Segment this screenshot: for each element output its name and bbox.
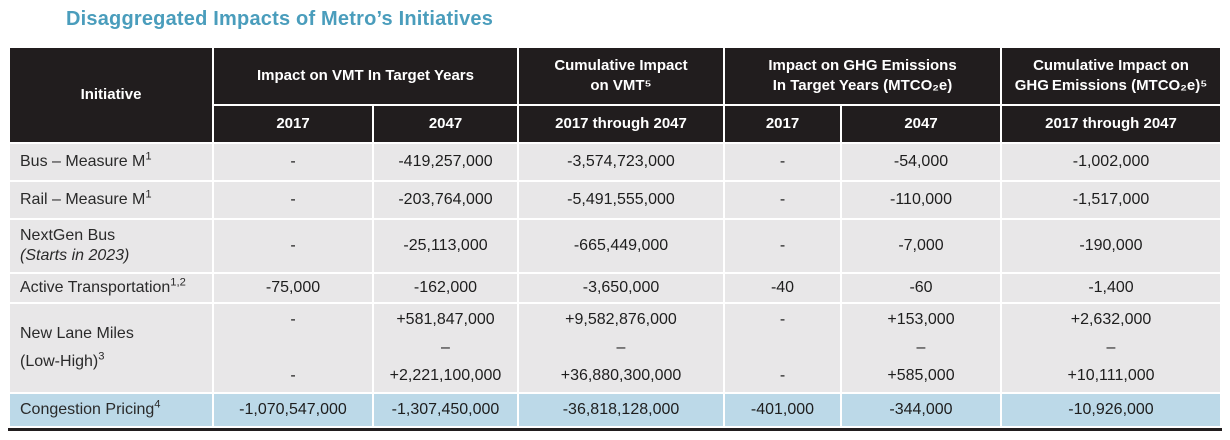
value-cell: -1,400 bbox=[1002, 274, 1220, 302]
column-group-header: Initiative bbox=[10, 48, 212, 142]
initiative-name: Congestion Pricing bbox=[20, 401, 155, 418]
initiative-label: Bus – Measure M1 bbox=[10, 144, 212, 180]
value-cell: -1,070,547,000 bbox=[214, 394, 372, 426]
value-cell: - bbox=[725, 144, 840, 180]
year-header: 2047 bbox=[842, 106, 1000, 142]
year-header: 2017 bbox=[214, 106, 372, 142]
initiative-subtitle: (Starts in 2023) bbox=[20, 247, 130, 264]
year-header: 2017 through 2047 bbox=[1002, 106, 1220, 142]
value-cell: -36,818,128,000 bbox=[519, 394, 723, 426]
value-cell: - - bbox=[214, 304, 372, 392]
value-cell: +9,582,876,000 – +36,880,300,000 bbox=[519, 304, 723, 392]
footnote-marker: 1 bbox=[145, 150, 152, 163]
column-group-header: Cumulative Impact on GHG Emissions (MTCO… bbox=[1002, 48, 1220, 104]
footnote-marker: 4 bbox=[154, 398, 161, 411]
value-cell: - bbox=[214, 144, 372, 180]
table-row: Bus – Measure M1- -419,257,000 -3,574,723,… bbox=[10, 144, 1220, 180]
value-cell: - - bbox=[725, 304, 840, 392]
initiative-name: Active Transportation bbox=[20, 279, 171, 296]
value-cell: -419,257,000 bbox=[374, 144, 517, 180]
table-row: Congestion Pricing4 -1,070,547,000 -1,307,… bbox=[10, 394, 1220, 426]
footnote-marker: 3 bbox=[98, 350, 105, 363]
value-cell: - bbox=[725, 220, 840, 272]
initiative-label: Rail – Measure M1 bbox=[10, 182, 212, 218]
table-row: Rail – Measure M1- -203,764,000 -5,491,555… bbox=[10, 182, 1220, 218]
footnote-marker: 1 bbox=[145, 188, 152, 201]
value-cell: -54,000 bbox=[842, 144, 1000, 180]
value-cell: - bbox=[725, 182, 840, 218]
value-cell: -75,000 bbox=[214, 274, 372, 302]
table-header: Initiative Impact on VMT In Target Years C… bbox=[10, 48, 1220, 142]
value-cell: -3,650,000 bbox=[519, 274, 723, 302]
year-header: 2017 through 2047 bbox=[519, 106, 723, 142]
footnote-marker: 1,2 bbox=[170, 276, 186, 289]
value-cell: -3,574,723,000 bbox=[519, 144, 723, 180]
table-row: New Lane Miles (Low-High)3- - +581,847,000… bbox=[10, 304, 1220, 392]
value-cell: -203,764,000 bbox=[374, 182, 517, 218]
page-title: Disaggregated Impacts of Metro’s Initiat… bbox=[66, 8, 494, 30]
column-group-header: Impact on GHG Emissions In Target Years … bbox=[725, 48, 1000, 104]
column-group-header: Cumulative Impact on VMT⁵ bbox=[519, 48, 723, 104]
value-cell: -401,000 bbox=[725, 394, 840, 426]
initiative-name: Rail – Measure M bbox=[20, 191, 146, 208]
value-cell: +581,847,000 – +2,221,100,000 bbox=[374, 304, 517, 392]
value-cell: +2,632,000 – +10,111,000 bbox=[1002, 304, 1220, 392]
value-cell: -7,000 bbox=[842, 220, 1000, 272]
initiative-name: New Lane Miles bbox=[20, 325, 134, 342]
value-cell: -25,113,000 bbox=[374, 220, 517, 272]
initiative-name: Bus – Measure M bbox=[20, 153, 146, 170]
value-cell: -344,000 bbox=[842, 394, 1000, 426]
value-cell: -1,307,450,000 bbox=[374, 394, 517, 426]
year-header: 2047 bbox=[374, 106, 517, 142]
value-cell: -162,000 bbox=[374, 274, 517, 302]
value-cell: -10,926,000 bbox=[1002, 394, 1220, 426]
initiative-label: Congestion Pricing4 bbox=[10, 394, 212, 426]
value-cell: -110,000 bbox=[842, 182, 1000, 218]
value-cell: -1,002,000 bbox=[1002, 144, 1220, 180]
value-cell: - bbox=[214, 220, 372, 272]
year-header: 2017 bbox=[725, 106, 840, 142]
value-cell: -1,517,000 bbox=[1002, 182, 1220, 218]
impacts-table: Initiative Impact on VMT In Target Years C… bbox=[8, 46, 1222, 431]
column-group-header: Impact on VMT In Target Years bbox=[214, 48, 517, 104]
initiative-label: Active Transportation1,2 bbox=[10, 274, 212, 302]
value-cell: - bbox=[214, 182, 372, 218]
value-cell: -5,491,555,000 bbox=[519, 182, 723, 218]
initiative-label: New Lane Miles (Low-High)3 bbox=[10, 304, 212, 392]
table-row: NextGen Bus (Starts in 2023) - -25,113,000-… bbox=[10, 220, 1220, 272]
table-body: Bus – Measure M1- -419,257,000 -3,574,723,… bbox=[10, 144, 1220, 426]
table-row: Active Transportation1,2 -75,000 -162,000-… bbox=[10, 274, 1220, 302]
value-cell: -60 bbox=[842, 274, 1000, 302]
value-cell: -665,449,000 bbox=[519, 220, 723, 272]
initiative-subtitle: (Low-High) bbox=[20, 353, 99, 370]
initiative-name: NextGen Bus bbox=[20, 227, 116, 244]
initiative-label: NextGen Bus (Starts in 2023) bbox=[10, 220, 212, 272]
value-cell: -40 bbox=[725, 274, 840, 302]
value-cell: -190,000 bbox=[1002, 220, 1220, 272]
value-cell: +153,000 – +585,000 bbox=[842, 304, 1000, 392]
